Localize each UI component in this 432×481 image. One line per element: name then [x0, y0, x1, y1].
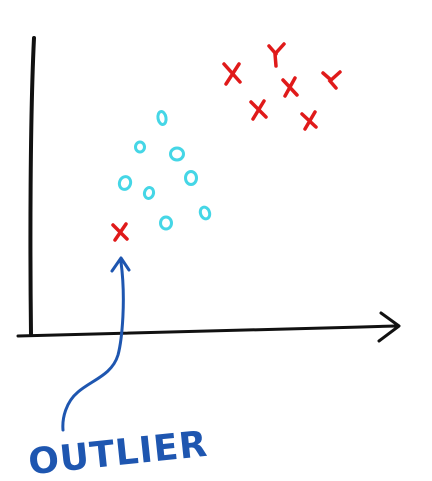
cross-marker — [321, 70, 342, 90]
axes — [16, 36, 401, 343]
cross-marker — [281, 76, 299, 98]
outlier-cross — [111, 222, 129, 242]
cross-marker — [249, 99, 268, 121]
circle-marker — [134, 140, 146, 154]
circle-marker — [198, 205, 212, 221]
annotation-arrow — [61, 256, 131, 432]
circle-cluster — [117, 110, 212, 231]
circle-marker — [117, 175, 133, 191]
arrow-shaft — [61, 260, 125, 432]
x-axis-arrowhead — [377, 311, 401, 343]
arrow-head — [110, 256, 131, 273]
circle-marker — [142, 186, 156, 200]
outlier-label: OUTLIER — [26, 424, 209, 481]
x-axis — [16, 324, 398, 338]
circle-marker — [169, 146, 185, 162]
circle-marker — [159, 215, 173, 231]
y-axis — [28, 36, 36, 336]
cross-cluster — [222, 42, 342, 131]
circle-marker — [156, 110, 168, 126]
cross-marker — [267, 42, 286, 68]
circle-marker — [184, 170, 198, 186]
cross-marker — [300, 110, 318, 131]
cross-marker — [222, 62, 242, 86]
